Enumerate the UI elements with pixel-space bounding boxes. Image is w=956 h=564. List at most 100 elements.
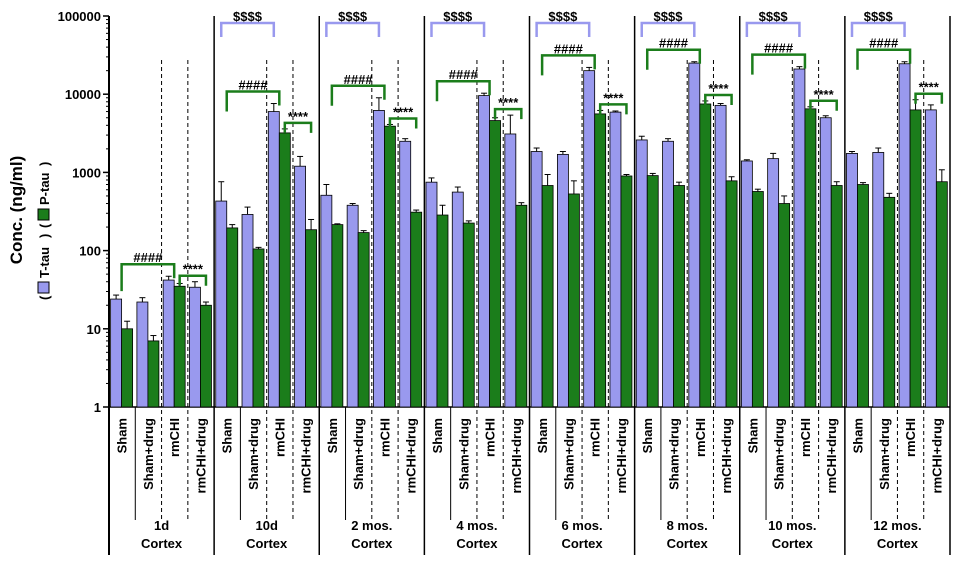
bar-ptau xyxy=(646,175,659,408)
category-label: rmCHI+drug xyxy=(404,418,419,494)
legend-close-paren: ) xyxy=(37,234,52,238)
bar-ptau xyxy=(620,175,633,408)
category-label: rmCHI xyxy=(483,418,498,457)
bar-ttau xyxy=(478,95,490,408)
bar-ptau xyxy=(489,120,501,408)
significance-bracket-dollar xyxy=(219,21,276,37)
category-label: Sham+drug xyxy=(561,418,576,490)
significance-bracket-star xyxy=(704,93,733,105)
panel-region-label: Cortex xyxy=(667,536,709,551)
significance-label-hash: #### xyxy=(554,41,584,56)
bar-ptau xyxy=(410,211,423,408)
bar-ttau xyxy=(609,111,622,408)
category-label: Sham xyxy=(115,418,130,453)
bar-ptau xyxy=(699,103,712,408)
legend-close-paren: ) xyxy=(37,162,52,166)
y-axis-title: Conc. (ng/ml) xyxy=(7,156,26,265)
bar-ptau xyxy=(594,113,607,408)
category-label: Sham+drug xyxy=(667,418,682,490)
category-label: Sham xyxy=(850,418,865,453)
significance-label-dollar: $$$$ xyxy=(443,9,473,24)
y-tick-label: 1000 xyxy=(72,165,101,180)
category-label: rmCHI+drug xyxy=(929,418,944,494)
panel-region-label: Cortex xyxy=(877,536,919,551)
y-tick-label: 10000 xyxy=(65,87,101,102)
significance-label-dollar: $$$$ xyxy=(233,9,263,24)
bar-ptau xyxy=(226,227,239,408)
panel-time-label: 2 mos. xyxy=(351,518,392,533)
significance-bracket-hash xyxy=(225,90,281,112)
bar-ttau xyxy=(740,160,753,408)
bar-ptau xyxy=(725,180,738,408)
category-label: rmCHI xyxy=(588,418,603,457)
category-label: Sham+drug xyxy=(246,418,261,490)
bar-ptau xyxy=(436,214,449,408)
bar-ttau xyxy=(924,109,937,408)
significance-label-dollar: $$$$ xyxy=(654,9,684,24)
significance-bracket-dollar xyxy=(640,21,696,37)
panel-region-label: Cortex xyxy=(456,536,498,551)
bar-ttau xyxy=(556,153,569,408)
bar-ttau xyxy=(294,165,306,408)
category-label: Sham xyxy=(430,418,445,453)
category-label: rmCHI xyxy=(693,418,708,457)
bar-ptau xyxy=(804,108,817,408)
bar-ttau xyxy=(373,110,385,408)
significance-label-dollar: $$$$ xyxy=(759,9,789,24)
panel-time-label: 1d xyxy=(154,518,169,533)
significance-bracket-dollar xyxy=(745,21,801,37)
panel-region-label: Cortex xyxy=(246,536,288,551)
bar-ttau xyxy=(267,111,280,408)
significance-bracket-dollar xyxy=(325,21,381,37)
category-label: Sham+drug xyxy=(877,418,892,490)
bar-ptau xyxy=(173,285,186,408)
significance-label-star: **** xyxy=(603,90,624,105)
legend-open-paren: ( xyxy=(37,223,52,228)
bar-ptau xyxy=(909,109,922,408)
category-label: rmCHI+drug xyxy=(614,418,629,494)
legend: (T-tau) (P-tau) xyxy=(37,162,52,300)
category-label: Sham+drug xyxy=(456,418,471,490)
bar-ttau xyxy=(583,70,596,408)
bar-ptau xyxy=(305,229,317,408)
bar-ptau xyxy=(200,304,212,408)
significance-bracket-hash xyxy=(435,79,491,102)
category-label: Sham xyxy=(640,418,655,453)
bar-ptau xyxy=(252,248,265,408)
bar-ptau xyxy=(935,181,948,408)
significance-label-hash: #### xyxy=(133,250,163,265)
bar-ttau xyxy=(320,194,333,408)
bar-ttau xyxy=(110,298,123,408)
y-tick-label: 100000 xyxy=(58,9,101,24)
bar-ttau xyxy=(793,68,806,408)
significance-bracket-star xyxy=(493,107,523,120)
significance-label-hash: #### xyxy=(764,41,794,56)
significance-label-hash: #### xyxy=(869,36,899,51)
category-label: rmCHI+drug xyxy=(824,418,839,494)
category-label: rmCHI+drug xyxy=(719,418,734,494)
bar-ttau xyxy=(846,152,858,408)
significance-label-star: **** xyxy=(498,95,519,110)
significance-label-star: **** xyxy=(919,80,940,95)
bar-ptau xyxy=(778,203,791,408)
bar-ttau xyxy=(898,63,911,408)
panel-time-label: 12 mos. xyxy=(873,518,921,533)
significance-label-star: **** xyxy=(393,104,414,119)
category-label: rmCHI xyxy=(167,418,182,457)
bar-ttau xyxy=(530,151,543,408)
category-label: Sham xyxy=(220,418,235,453)
legend-swatch-ttau xyxy=(37,281,50,294)
bar-ptau xyxy=(462,222,475,408)
category-label: Sham+drug xyxy=(772,418,787,490)
significance-bracket-star xyxy=(598,103,628,115)
significance-label-star: **** xyxy=(813,87,834,102)
significance-bracket-hash xyxy=(120,262,176,292)
bar-ttau xyxy=(425,181,438,408)
bar-ptau xyxy=(278,132,291,408)
significance-bracket-hash xyxy=(856,48,912,70)
significance-label-star: **** xyxy=(708,81,729,96)
bar-ptau xyxy=(384,125,396,408)
bar-ttau xyxy=(136,301,149,408)
bar-ptau xyxy=(883,196,896,408)
